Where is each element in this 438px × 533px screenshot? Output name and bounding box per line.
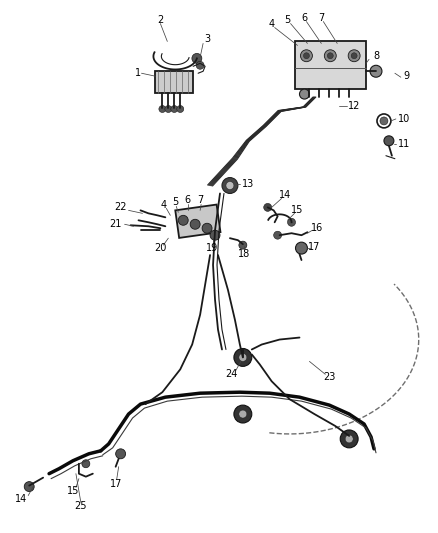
Circle shape [202, 223, 212, 233]
Circle shape [171, 106, 178, 112]
Circle shape [327, 53, 333, 59]
Circle shape [345, 435, 353, 443]
Text: 12: 12 [348, 101, 360, 111]
Bar [155, 71, 193, 93]
Circle shape [296, 242, 307, 254]
Circle shape [380, 117, 388, 125]
Text: 13: 13 [242, 179, 254, 189]
Circle shape [24, 482, 34, 491]
Text: 17: 17 [110, 479, 122, 489]
Circle shape [196, 61, 204, 69]
Circle shape [177, 106, 184, 112]
Text: 7: 7 [318, 13, 325, 22]
Circle shape [370, 65, 382, 77]
Text: 6: 6 [301, 13, 307, 22]
Circle shape [348, 50, 360, 62]
Text: 14: 14 [279, 190, 291, 200]
Circle shape [340, 430, 358, 448]
Circle shape [178, 215, 188, 225]
Text: 7: 7 [197, 196, 203, 205]
Circle shape [222, 177, 238, 193]
Circle shape [159, 106, 166, 112]
Circle shape [304, 53, 309, 59]
Text: 9: 9 [404, 71, 410, 81]
Circle shape [274, 231, 282, 239]
Text: 17: 17 [308, 242, 321, 252]
Text: 4: 4 [268, 19, 275, 29]
Text: 10: 10 [398, 114, 410, 124]
Text: 19: 19 [206, 243, 218, 253]
Text: 25: 25 [74, 502, 87, 512]
Circle shape [264, 204, 272, 212]
Circle shape [234, 405, 252, 423]
Circle shape [190, 219, 200, 229]
Bar [294, 42, 366, 89]
Circle shape [210, 230, 220, 240]
Text: 5: 5 [284, 14, 291, 25]
Circle shape [384, 136, 394, 146]
Text: 2: 2 [157, 14, 163, 25]
Bar [175, 205, 220, 238]
Circle shape [165, 106, 172, 112]
Text: 24: 24 [226, 369, 238, 379]
Circle shape [239, 353, 247, 361]
Text: 1: 1 [134, 68, 141, 78]
Circle shape [116, 449, 126, 459]
Text: 14: 14 [15, 494, 28, 504]
Text: 4: 4 [160, 200, 166, 211]
Circle shape [300, 89, 309, 99]
Circle shape [192, 53, 202, 63]
Text: 8: 8 [373, 51, 379, 61]
Circle shape [82, 460, 90, 468]
Circle shape [300, 50, 312, 62]
Circle shape [234, 349, 252, 366]
Text: 23: 23 [323, 372, 336, 382]
Text: 20: 20 [154, 243, 166, 253]
Text: 15: 15 [291, 205, 304, 215]
Text: 6: 6 [184, 196, 190, 205]
Circle shape [226, 182, 234, 190]
Text: 3: 3 [204, 35, 210, 44]
Text: 22: 22 [114, 203, 127, 212]
Text: 18: 18 [238, 249, 250, 259]
Text: 16: 16 [311, 223, 324, 233]
Text: 11: 11 [398, 139, 410, 149]
Circle shape [288, 219, 296, 226]
Text: 21: 21 [110, 219, 122, 229]
Circle shape [239, 410, 247, 418]
Text: 15: 15 [67, 486, 79, 496]
Circle shape [324, 50, 336, 62]
Circle shape [351, 53, 357, 59]
Text: 5: 5 [172, 197, 178, 207]
Circle shape [239, 241, 247, 249]
